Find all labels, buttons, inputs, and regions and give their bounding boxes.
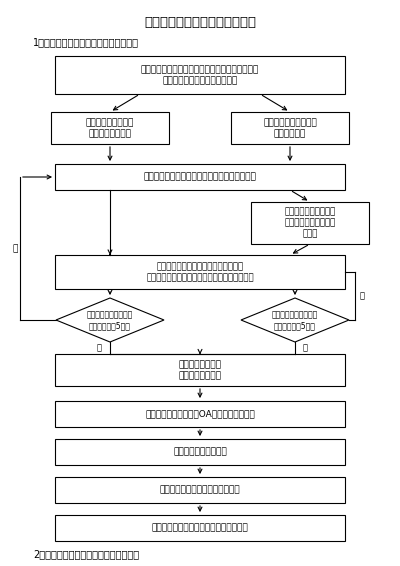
Text: 1、成果完成人与成果需求方无利益关联: 1、成果完成人与成果需求方无利益关联 xyxy=(33,37,139,47)
Text: 学校主管部门、院系、成果完成人与成果需求方洽
谈确定转化方式，制订转化方案: 学校主管部门、院系、成果完成人与成果需求方洽 谈确定转化方式，制订转化方案 xyxy=(141,65,259,85)
Text: 学校和转化方签署合同: 学校和转化方签署合同 xyxy=(173,448,227,457)
Bar xyxy=(55,515,345,541)
Text: 根据合同进行材料交接，执行合同: 根据合同进行材料交接，执行合同 xyxy=(160,486,240,495)
Bar xyxy=(55,439,345,465)
Text: 转化方式：技术市场挂
牌交易或拍卖: 转化方式：技术市场挂 牌交易或拍卖 xyxy=(263,118,317,138)
Text: 成果完成人提出申请，院系、主管部门审核同意: 成果完成人提出申请，院系、主管部门审核同意 xyxy=(144,173,256,182)
Text: 是: 是 xyxy=(97,344,102,353)
Bar xyxy=(251,202,369,244)
Bar xyxy=(51,112,169,144)
Text: 扣除相关费用后，根据约定进行收益分配: 扣除相关费用后，根据约定进行收益分配 xyxy=(152,524,248,533)
Text: 选择具有国有产权交易
资质机构进行挂牌交易
或拍卖: 选择具有国有产权交易 资质机构进行挂牌交易 或拍卖 xyxy=(284,207,336,239)
Text: 成交价格不低于评估价
格，且不低于5万元: 成交价格不低于评估价 格，且不低于5万元 xyxy=(272,310,318,330)
Text: 否: 否 xyxy=(13,244,18,253)
Text: 成交价格不低于评估价
格，且不低于5万元: 成交价格不低于评估价 格，且不低于5万元 xyxy=(87,310,133,330)
Polygon shape xyxy=(241,298,349,342)
Bar xyxy=(55,164,345,190)
Bar xyxy=(55,477,345,503)
Text: 是: 是 xyxy=(303,344,308,353)
Text: 主管部门和院系网站、OA系统、公示栏公示: 主管部门和院系网站、OA系统、公示栏公示 xyxy=(145,409,255,418)
Bar xyxy=(231,112,349,144)
Text: 转化方式：协议定价
确定协议成交价格: 转化方式：协议定价 确定协议成交价格 xyxy=(86,118,134,138)
Bar xyxy=(55,255,345,289)
Text: 2、成果完成人与成果需求方有利益关联: 2、成果完成人与成果需求方有利益关联 xyxy=(33,549,139,559)
Text: 院系与成果完成人将科技成果价格评估
、挂牌交易或拍卖过程与结果提交主管部门备案: 院系与成果完成人将科技成果价格评估 、挂牌交易或拍卖过程与结果提交主管部门备案 xyxy=(146,262,254,282)
Bar xyxy=(55,401,345,427)
Polygon shape xyxy=(56,298,164,342)
Text: 技术转移中心审核
法务法律条款审核: 技术转移中心审核 法务法律条款审核 xyxy=(178,360,222,380)
Text: 同济大学科技成果转化实施流程: 同济大学科技成果转化实施流程 xyxy=(144,15,256,28)
Text: 是: 是 xyxy=(360,291,365,301)
Bar xyxy=(55,354,345,386)
Bar xyxy=(55,56,345,94)
